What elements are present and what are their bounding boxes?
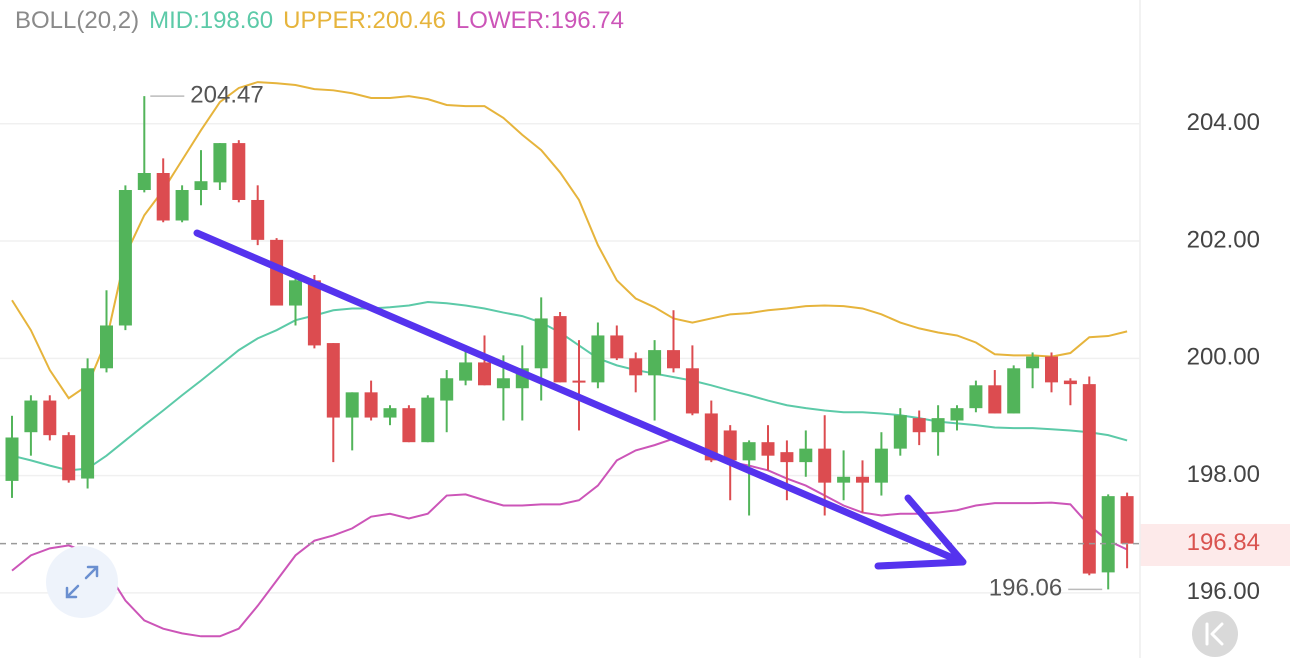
trend-arrow	[193, 229, 967, 570]
candle-body	[874, 448, 888, 483]
band-line	[11, 301, 1128, 472]
candle-body	[459, 362, 473, 381]
candle-body	[931, 418, 945, 433]
candle-body	[1063, 380, 1077, 385]
candle-body	[572, 380, 586, 383]
candle-body	[496, 378, 510, 389]
candle-body	[591, 335, 605, 383]
candle-body	[326, 343, 340, 418]
candle-body	[345, 392, 359, 418]
candle-body	[1045, 356, 1058, 383]
candle-body	[667, 350, 680, 369]
candle-body	[988, 385, 1002, 414]
candle-body	[383, 408, 397, 418]
candle-body	[685, 368, 699, 414]
y-tick-label: 202.00	[1187, 226, 1260, 253]
candle-body	[969, 385, 983, 409]
reset-button-bg[interactable]	[1192, 611, 1238, 657]
candle-body	[270, 239, 284, 306]
candle-body	[62, 435, 76, 481]
candle-body	[81, 368, 95, 479]
legend-lower: LOWER:196.74	[456, 7, 624, 34]
reset-icon	[1205, 622, 1224, 646]
expand-icon	[65, 565, 99, 599]
band-line	[11, 81, 1128, 400]
candle-body	[610, 335, 624, 359]
band-line	[11, 437, 1128, 638]
max-high-label: 204.47	[190, 82, 263, 109]
candle-body	[704, 413, 718, 461]
candle-body	[553, 316, 567, 383]
candle-body	[856, 476, 869, 483]
expand-button[interactable]	[46, 546, 118, 618]
candle-body	[780, 452, 794, 463]
candle-body	[950, 408, 964, 421]
candle-body	[289, 280, 302, 306]
candle-body	[175, 190, 189, 221]
candle-body	[478, 362, 491, 386]
last-price-box	[1140, 524, 1290, 566]
candle-body	[5, 437, 19, 481]
candle-body	[1101, 496, 1115, 573]
candle-body	[629, 358, 643, 376]
legend-mid: MID:198.60	[149, 7, 273, 34]
last-price-label: 196.84	[1187, 529, 1260, 556]
candle-body	[742, 442, 756, 461]
candle-body	[156, 173, 170, 221]
candle-body	[1026, 356, 1040, 369]
candle-body	[402, 408, 416, 443]
expand-button-bg[interactable]	[46, 546, 118, 618]
candle-body	[232, 143, 246, 200]
arrow-shaft	[193, 229, 966, 566]
y-tick-label: 198.00	[1187, 461, 1260, 488]
candle-body	[137, 173, 151, 191]
candle-body	[912, 418, 926, 433]
candle-body	[194, 181, 208, 191]
candle-body	[534, 318, 548, 369]
candle-body	[213, 143, 227, 183]
grid	[0, 122, 1140, 594]
candle-body	[421, 397, 435, 443]
candle-body	[818, 448, 832, 483]
candle-body	[118, 190, 132, 326]
candle-body	[100, 325, 113, 369]
candle-body	[1007, 368, 1021, 414]
min-low-label: 196.06	[989, 575, 1062, 602]
candle-body	[307, 280, 321, 346]
candle-body	[43, 400, 57, 436]
y-tick-label: 204.00	[1187, 109, 1260, 136]
candle-body	[364, 392, 378, 418]
candle-body	[723, 430, 737, 461]
candle-body	[893, 415, 907, 449]
candle-body	[837, 476, 851, 483]
candle-body	[24, 400, 38, 433]
candle-body	[1082, 384, 1096, 574]
reset-button[interactable]	[1192, 611, 1238, 657]
candle-body	[761, 442, 775, 456]
candle-body	[251, 199, 265, 240]
y-tick-label: 200.00	[1187, 344, 1260, 371]
candles	[5, 96, 1134, 590]
indicator-header: BOLL(20,2) MID:198.60 UPPER:200.46 LOWER:19…	[15, 7, 624, 34]
legend-upper: UPPER:200.46	[283, 7, 446, 34]
indicator-name: BOLL(20,2)	[15, 7, 139, 34]
annotations: 204.47 196.06	[0, 82, 1140, 602]
candle-body	[440, 378, 454, 401]
candle-body	[648, 350, 662, 376]
candle-body	[799, 448, 813, 463]
y-tick-label: 196.00	[1187, 578, 1260, 605]
arrow-head	[874, 494, 967, 570]
candle-body	[1120, 496, 1134, 544]
